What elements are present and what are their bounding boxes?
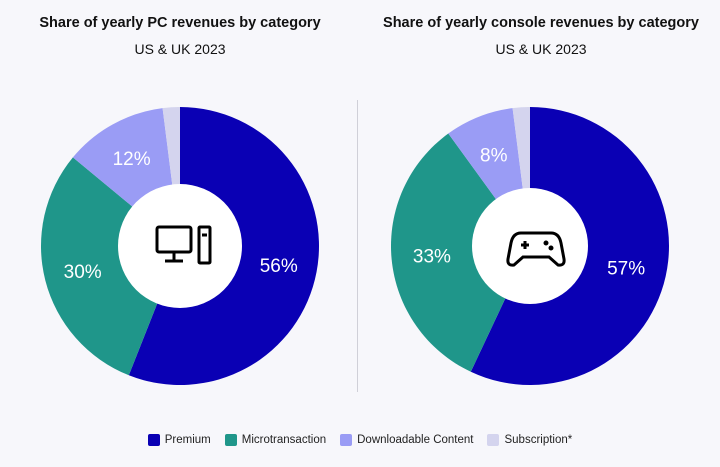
desktop-pc-icon (155, 225, 212, 265)
legend-swatch (340, 434, 353, 446)
legend: Premium Microtransaction Downloadable Co… (0, 434, 720, 446)
console-slice-microtransaction (391, 133, 530, 372)
legend-item-microtransaction: Microtransaction (224, 434, 327, 446)
pc-donut-hole (118, 184, 242, 308)
legend-item-premium: Premium (147, 434, 211, 446)
console-data-label: 33% (413, 246, 451, 267)
legend-swatch (147, 434, 160, 446)
pc-chart-subtitle: US & UK 2023 (134, 41, 226, 57)
gamepad-icon (506, 231, 566, 267)
legend-label: Premium (164, 434, 211, 446)
pc-data-label: 12% (113, 149, 151, 170)
pc-slice-microtransaction (41, 157, 181, 376)
legend-item-dlc: Downloadable Content (340, 434, 473, 446)
pc-data-label: 30% (64, 262, 102, 283)
legend-label: Downloadable Content (357, 434, 474, 446)
pc-data-label: 56% (260, 256, 298, 277)
legend-label: Microtransaction (241, 434, 327, 446)
console-data-label: 57% (607, 258, 645, 279)
legend-label: Subscription* (504, 434, 573, 446)
console-chart-subtitle: US & UK 2023 (495, 41, 587, 57)
pc-chart-title: Share of yearly PC revenues by category (39, 15, 321, 31)
legend-swatch (224, 434, 237, 446)
legend-item-subscription: Subscription* (487, 434, 572, 446)
console-data-label: 8% (480, 145, 508, 166)
console-chart-title: Share of yearly console revenues by cate… (383, 15, 699, 31)
divider (357, 100, 358, 392)
console-donut-hole (472, 188, 588, 304)
legend-swatch (487, 434, 500, 446)
